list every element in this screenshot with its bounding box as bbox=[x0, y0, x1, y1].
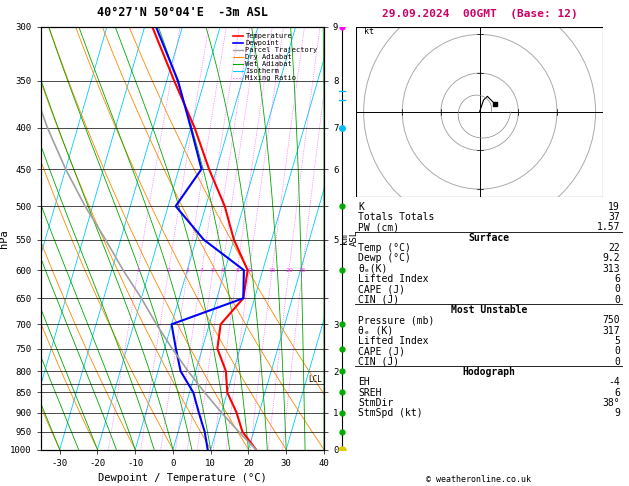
Text: 20: 20 bbox=[285, 268, 293, 273]
Text: 5: 5 bbox=[211, 268, 214, 273]
Text: SREH: SREH bbox=[358, 388, 382, 398]
Legend: Temperature, Dewpoint, Parcel Trajectory, Dry Adiabat, Wet Adiabat, Isotherm, Mi: Temperature, Dewpoint, Parcel Trajectory… bbox=[230, 30, 320, 84]
Text: 9.2: 9.2 bbox=[603, 253, 620, 263]
Text: Lifted Index: Lifted Index bbox=[358, 336, 428, 346]
Text: 22: 22 bbox=[608, 243, 620, 253]
Text: 0: 0 bbox=[614, 284, 620, 295]
Text: 9: 9 bbox=[614, 408, 620, 418]
Text: 6: 6 bbox=[614, 274, 620, 284]
Text: 15: 15 bbox=[268, 268, 276, 273]
Text: 40°27'N 50°04'E  -3m ASL: 40°27'N 50°04'E -3m ASL bbox=[97, 6, 268, 19]
Text: -4: -4 bbox=[608, 377, 620, 387]
Text: 1: 1 bbox=[136, 268, 140, 273]
Text: Pressure (mb): Pressure (mb) bbox=[358, 315, 435, 325]
Text: 0: 0 bbox=[614, 346, 620, 356]
Text: CIN (J): CIN (J) bbox=[358, 357, 399, 366]
Text: CAPE (J): CAPE (J) bbox=[358, 284, 405, 295]
Text: 19: 19 bbox=[608, 202, 620, 212]
Text: Hodograph: Hodograph bbox=[462, 367, 516, 377]
Text: Totals Totals: Totals Totals bbox=[358, 212, 435, 222]
Text: 750: 750 bbox=[603, 315, 620, 325]
Text: 2: 2 bbox=[167, 268, 170, 273]
Y-axis label: hPa: hPa bbox=[0, 229, 9, 247]
Text: 6: 6 bbox=[614, 388, 620, 398]
Text: 317: 317 bbox=[603, 326, 620, 336]
Text: 5: 5 bbox=[614, 336, 620, 346]
Text: CIN (J): CIN (J) bbox=[358, 295, 399, 305]
Text: CAPE (J): CAPE (J) bbox=[358, 346, 405, 356]
Text: 3: 3 bbox=[186, 268, 190, 273]
Text: 37: 37 bbox=[608, 212, 620, 222]
Text: Temp (°C): Temp (°C) bbox=[358, 243, 411, 253]
Text: 0: 0 bbox=[614, 357, 620, 366]
Text: 25: 25 bbox=[299, 268, 306, 273]
Text: 8: 8 bbox=[235, 268, 239, 273]
Text: 10: 10 bbox=[245, 268, 253, 273]
Text: 38°: 38° bbox=[603, 398, 620, 408]
Text: LCL: LCL bbox=[308, 375, 322, 384]
X-axis label: Dewpoint / Temperature (°C): Dewpoint / Temperature (°C) bbox=[98, 473, 267, 483]
Text: Lifted Index: Lifted Index bbox=[358, 274, 428, 284]
Text: 1.57: 1.57 bbox=[596, 223, 620, 232]
Text: StmDir: StmDir bbox=[358, 398, 393, 408]
Text: PW (cm): PW (cm) bbox=[358, 223, 399, 232]
Text: kt: kt bbox=[364, 28, 374, 36]
Text: 0: 0 bbox=[614, 295, 620, 305]
Text: StmSpd (kt): StmSpd (kt) bbox=[358, 408, 423, 418]
Text: 6: 6 bbox=[220, 268, 224, 273]
Text: Most Unstable: Most Unstable bbox=[451, 305, 527, 315]
Text: 4: 4 bbox=[199, 268, 204, 273]
Text: © weatheronline.co.uk: © weatheronline.co.uk bbox=[426, 474, 530, 484]
Text: Surface: Surface bbox=[469, 233, 509, 243]
Text: 29.09.2024  00GMT  (Base: 12): 29.09.2024 00GMT (Base: 12) bbox=[382, 9, 577, 19]
Text: Dewp (°C): Dewp (°C) bbox=[358, 253, 411, 263]
Text: Surface: Surface bbox=[0, 485, 1, 486]
Text: EH: EH bbox=[358, 377, 370, 387]
Text: θₑ(K): θₑ(K) bbox=[358, 263, 387, 274]
Text: 313: 313 bbox=[603, 263, 620, 274]
Text: θₑ (K): θₑ (K) bbox=[358, 326, 393, 336]
Text: K: K bbox=[358, 202, 364, 212]
Y-axis label: km
ASL: km ASL bbox=[340, 230, 359, 246]
